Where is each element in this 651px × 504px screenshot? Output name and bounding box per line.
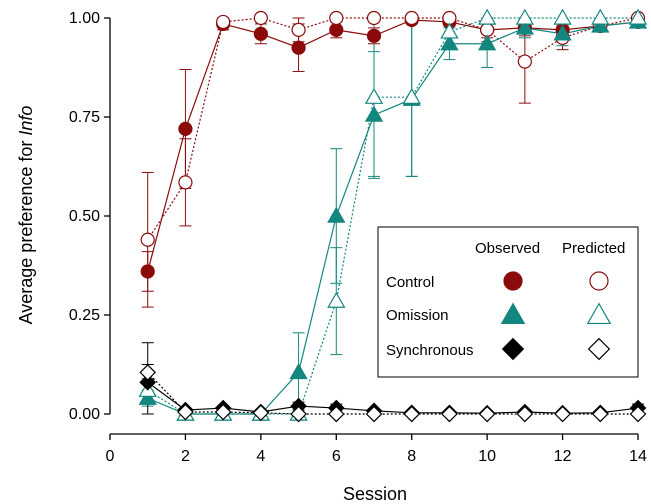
series-line-control-predicted <box>147 17 639 241</box>
y-axis-title-italic: Info <box>16 106 36 136</box>
y-axis-title: Average preference for Info <box>16 106 36 325</box>
data-point-control-predicted <box>140 232 155 247</box>
data-point-omission-observed <box>289 363 308 380</box>
data-point-synchronous-predicted <box>177 403 194 421</box>
data-point-synchronous-predicted <box>591 405 609 423</box>
data-point-omission-predicted <box>327 291 346 308</box>
data-point-omission-observed <box>138 388 157 405</box>
data-point-control-predicted <box>404 10 419 26</box>
data-point-omission-predicted <box>364 87 384 104</box>
legend-markers <box>500 271 612 361</box>
data-point-synchronous-predicted <box>139 364 157 381</box>
data-point-omission-predicted <box>628 8 648 25</box>
y-tick-label: 0.75 <box>69 109 100 126</box>
data-point-control-observed <box>178 121 193 136</box>
y-tick-label: 1.00 <box>69 10 100 27</box>
data-point-control-observed <box>329 22 344 37</box>
x-tick-label: 12 <box>554 448 572 465</box>
x-tick-label: 8 <box>407 448 416 465</box>
data-point-synchronous-predicted <box>403 405 421 423</box>
data-point-omission-observed <box>440 34 459 51</box>
data-point-omission-observed <box>327 206 346 223</box>
data-point-omission-predicted <box>591 8 610 25</box>
y-tick-label: 0.00 <box>69 406 100 423</box>
data-point-control-observed <box>253 26 268 41</box>
data-point-control-observed <box>291 40 306 55</box>
data-point-synchronous-predicted <box>441 405 458 423</box>
data-point-synchronous-predicted <box>290 405 307 423</box>
data-point-control-observed <box>140 264 155 279</box>
data-point-omission-observed <box>364 105 384 122</box>
data-point-control-predicted <box>366 10 382 26</box>
data-point-omission-observed <box>591 16 610 33</box>
x-tick-label: 14 <box>629 448 647 465</box>
y-axis-title-text: Average preference for <box>16 136 36 325</box>
x-tick-label: 2 <box>181 448 190 465</box>
data-point-control-predicted <box>178 175 193 190</box>
markers-synchronous-predicted <box>139 364 647 423</box>
legend-marker-synchronous-predicted <box>587 337 611 361</box>
x-tick-label: 6 <box>332 448 341 465</box>
data-point-omission-observed <box>553 24 572 41</box>
data-point-omission-predicted <box>515 8 535 25</box>
legend-label-synchronous: Synchronous <box>386 342 474 359</box>
data-point-control-predicted <box>329 10 344 26</box>
data-point-synchronous-predicted <box>365 405 383 423</box>
data-point-control-predicted <box>253 10 268 26</box>
legend-marker-control-observed <box>503 271 523 291</box>
data-point-omission-observed <box>477 34 497 51</box>
legend-marker-control-predicted <box>589 271 609 291</box>
legend-header-observed: Observed <box>475 240 540 257</box>
data-point-omission-predicted <box>402 87 421 104</box>
data-point-synchronous-observed <box>139 373 157 391</box>
data-point-control-observed <box>366 28 382 43</box>
data-point-control-predicted <box>291 22 306 37</box>
legend: Observed Predicted Control Omission Sync… <box>377 226 639 378</box>
legend-header-predicted: Predicted <box>562 240 625 257</box>
data-point-synchronous-predicted <box>214 403 232 421</box>
data-point-synchronous-predicted <box>629 405 647 423</box>
data-point-omission-predicted <box>440 22 459 39</box>
series-layer <box>138 8 648 423</box>
data-point-synchronous-predicted <box>327 405 345 423</box>
data-point-synchronous-predicted <box>516 405 534 423</box>
x-tick-label: 0 <box>106 448 115 465</box>
y-tick-label: 0.50 <box>69 208 100 225</box>
data-point-synchronous-predicted <box>478 405 496 423</box>
markers-control-predicted <box>140 10 646 247</box>
data-point-control-predicted <box>517 54 532 69</box>
legend-marker-omission-predicted <box>586 302 612 325</box>
legend-marker-omission-observed <box>500 302 526 325</box>
data-point-omission-predicted <box>553 8 572 25</box>
x-axis-title: Session <box>343 484 407 504</box>
y-tick-label: 0.25 <box>69 307 100 324</box>
axes: 0.00 0.25 0.50 0.75 1.00 0 2 4 6 8 10 12 14 <box>69 10 647 465</box>
data-point-synchronous-predicted <box>554 405 571 423</box>
x-tick-label: 4 <box>256 448 265 465</box>
legend-label-omission: Omission <box>386 307 449 324</box>
data-point-control-predicted <box>216 14 231 30</box>
data-point-synchronous-predicted <box>252 404 270 422</box>
data-point-omission-observed <box>515 18 535 35</box>
legend-marker-synchronous-observed <box>501 337 525 361</box>
legend-label-control: Control <box>386 274 434 291</box>
x-tick-label: 10 <box>478 448 496 465</box>
data-point-omission-predicted <box>477 8 497 25</box>
